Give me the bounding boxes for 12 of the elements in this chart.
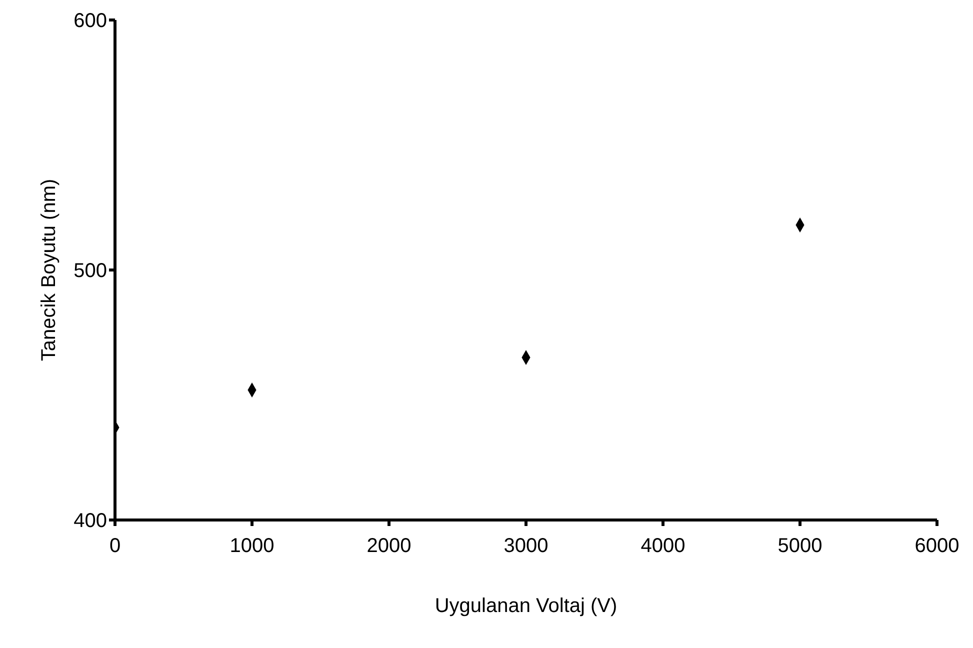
x-axis-title: Uygulanan Voltaj (V) [434, 595, 618, 617]
x-tick-label: 5000 [778, 535, 822, 558]
x-tick-label: 2000 [366, 535, 412, 558]
x-tick-label: 0 [109, 535, 121, 558]
y-tick-label: 600 [74, 10, 107, 32]
x-tick-label: 3000 [504, 535, 548, 558]
y-tick-label: 400 [74, 510, 107, 532]
x-tick-label: 4000 [640, 535, 686, 558]
y-tick-label: 500 [74, 260, 107, 282]
x-tick-label: 6000 [914, 535, 960, 558]
x-tick-label: 1000 [230, 535, 274, 558]
y-axis-title: Tanecik Boyutu (nm) [38, 178, 60, 362]
